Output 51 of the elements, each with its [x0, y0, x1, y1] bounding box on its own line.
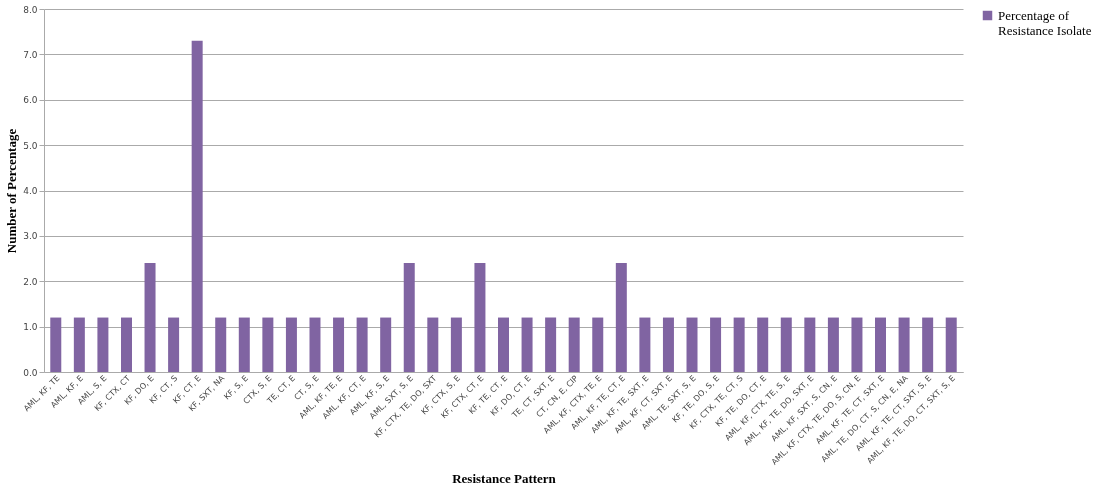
- bar: [804, 317, 816, 372]
- bar: [733, 317, 745, 372]
- bar: [686, 317, 698, 372]
- y-tick-label: 7.0: [23, 49, 38, 60]
- bar: [875, 317, 887, 372]
- bar: [639, 317, 651, 372]
- y-tick-label: 3.0: [23, 231, 38, 242]
- bar: [545, 317, 557, 372]
- bar: [615, 263, 627, 372]
- y-tick-label: 1.0: [23, 322, 38, 333]
- bar: [144, 263, 156, 372]
- bar: [945, 317, 957, 372]
- y-tick-label: 2.0: [23, 276, 38, 287]
- y-tick-label: 8.0: [23, 4, 38, 15]
- y-axis-title: Number of Percentage: [4, 128, 20, 254]
- bar: [922, 317, 934, 372]
- x-axis-title: Resistance Pattern: [452, 470, 557, 486]
- bar: [215, 317, 227, 372]
- bar: [191, 40, 203, 372]
- bar: [450, 317, 462, 372]
- y-tick-label: 4.0: [23, 186, 38, 196]
- bar: [827, 317, 839, 372]
- bar: [333, 317, 345, 372]
- bar: [662, 317, 674, 372]
- bar: [710, 317, 722, 372]
- bar: [356, 317, 368, 372]
- bar: [851, 317, 863, 372]
- bar: [498, 317, 509, 372]
- bar: [120, 317, 132, 372]
- bar: [427, 317, 439, 372]
- y-tick-label: 5.0: [23, 140, 38, 151]
- bar: [592, 317, 604, 372]
- y-tick-label: 6.0: [23, 95, 38, 106]
- bar: [168, 317, 180, 372]
- bar: [474, 263, 486, 372]
- bar: [309, 317, 321, 372]
- bar: [780, 317, 792, 372]
- y-tick-label: 0.0: [23, 367, 38, 378]
- bar: [50, 317, 62, 372]
- bar: [262, 317, 274, 372]
- legend-label: Percentage of Resistance Isolate: [998, 7, 1092, 38]
- bar: [757, 317, 769, 372]
- bar: [73, 317, 85, 372]
- bar: [403, 263, 415, 372]
- bar: [97, 317, 109, 372]
- bar: [285, 317, 297, 372]
- bar: [521, 317, 533, 372]
- bar: [898, 317, 910, 372]
- bar: [568, 317, 580, 372]
- bar: [238, 317, 250, 372]
- bar: [380, 317, 392, 372]
